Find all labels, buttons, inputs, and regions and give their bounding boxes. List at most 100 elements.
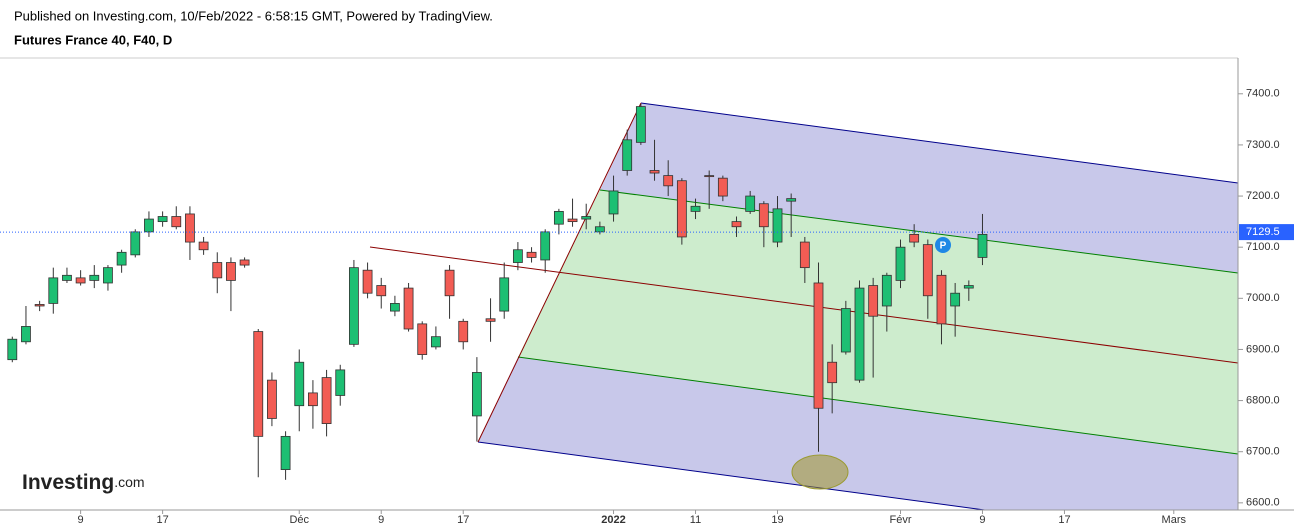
candle-body <box>198 241 209 251</box>
x-tick-label: 17 <box>1058 514 1070 526</box>
candle-body <box>376 285 387 297</box>
lower-line <box>477 441 989 510</box>
candle-body <box>977 234 988 258</box>
candle-body <box>758 203 769 228</box>
y-tick-label: 6900.0 <box>1246 343 1280 355</box>
candle-body <box>895 246 906 281</box>
candle-body <box>649 170 660 174</box>
inner-lower-line <box>517 356 1238 455</box>
last-price-box <box>1239 224 1294 241</box>
lower-band <box>478 357 1238 510</box>
median-line <box>369 246 1238 364</box>
candle-body <box>704 175 715 178</box>
candle-body <box>854 287 865 381</box>
middle-band <box>518 190 1238 454</box>
x-tick-label: 11 <box>690 514 701 526</box>
inner-upper-line <box>599 189 1238 274</box>
candle-body <box>349 267 359 345</box>
candles <box>7 104 988 480</box>
candle-body <box>62 274 72 281</box>
candle-body <box>267 379 277 419</box>
p-marker <box>935 237 951 253</box>
candle-body <box>185 213 195 243</box>
candle-body <box>567 218 578 223</box>
candle-body <box>499 277 510 312</box>
logo-main: Investing <box>22 471 114 494</box>
candle-body <box>485 318 496 322</box>
candle-body <box>7 338 18 361</box>
candle-body <box>581 216 592 220</box>
candle-body <box>48 277 59 304</box>
y-tick-label: 6700.0 <box>1246 446 1280 458</box>
candle-body <box>622 139 633 171</box>
y-tick-label: 6800.0 <box>1246 394 1280 406</box>
handle-line <box>477 102 642 443</box>
candle-body <box>717 177 728 197</box>
candle-body <box>512 249 523 263</box>
candle-body <box>212 262 223 279</box>
candle-body <box>553 210 564 225</box>
candle-body <box>116 251 127 266</box>
candle-body <box>239 259 250 266</box>
candle-body <box>786 198 797 202</box>
x-tick-label: Mars <box>1162 514 1187 526</box>
y-tick-label: 7300.0 <box>1246 139 1280 151</box>
logo: Investing.com <box>22 471 145 494</box>
candle-body <box>130 231 141 256</box>
published-note: Published on Investing.com, 10/Feb/2022 … <box>14 8 493 23</box>
candle-body <box>89 274 100 281</box>
candle-body <box>335 369 346 396</box>
x-tick-label: 19 <box>771 514 783 526</box>
candle-body <box>827 361 838 384</box>
candle-body <box>963 285 974 289</box>
candle-body <box>745 195 756 212</box>
candle-body <box>813 282 824 409</box>
candle-body <box>280 435 291 471</box>
candle-body <box>690 205 701 212</box>
y-tick-label: 7000.0 <box>1246 292 1280 304</box>
candle-body <box>171 216 182 228</box>
candle-body <box>526 251 537 258</box>
candle-body <box>417 323 428 355</box>
x-tick-label: Déc <box>289 514 309 526</box>
candle-body <box>594 226 605 233</box>
candle-body <box>253 331 264 437</box>
highlight-ellipse <box>791 454 849 490</box>
candle-body <box>881 274 892 307</box>
candle-body <box>321 377 332 424</box>
upper-line <box>640 102 1238 184</box>
y-tick-label: 7200.0 <box>1246 190 1280 202</box>
y-tick-label: 7400.0 <box>1246 88 1280 100</box>
candle-body <box>676 180 687 238</box>
candle-body <box>144 218 154 233</box>
candle-body <box>34 304 45 307</box>
candle-body <box>635 106 646 143</box>
candle-body <box>103 267 113 284</box>
candle-body <box>157 216 168 223</box>
last-price-label: 7129.5 <box>1246 226 1280 238</box>
upper-band <box>600 103 1238 273</box>
candle-body <box>608 190 619 215</box>
logo-suffix: .com <box>114 474 144 490</box>
candle-body <box>308 392 318 407</box>
candle-body <box>226 262 236 281</box>
candle-body <box>444 269 455 297</box>
candle-body <box>294 361 305 407</box>
x-tick-label: 9 <box>979 514 985 526</box>
candle-body <box>799 241 810 269</box>
x-tick-label: Févr <box>889 514 911 526</box>
pitchfork <box>369 102 1238 510</box>
candle-body <box>540 231 551 261</box>
candle-body <box>21 326 31 343</box>
candle-body <box>909 234 920 243</box>
x-tick-label: 9 <box>378 514 384 526</box>
candle-body <box>731 221 742 228</box>
candle-body <box>868 285 879 317</box>
symbol-title: Futures France 40, F40, D <box>14 32 172 47</box>
candle-body <box>922 244 933 297</box>
candle-body <box>772 208 783 243</box>
y-tick-label: 7100.0 <box>1246 241 1280 253</box>
candle-body <box>471 372 482 417</box>
